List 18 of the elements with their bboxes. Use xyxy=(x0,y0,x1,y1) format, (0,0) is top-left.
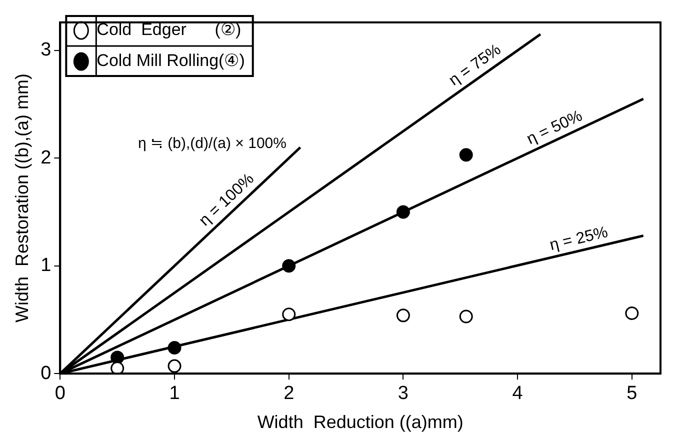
annotation: η = 25% xyxy=(548,224,610,254)
annotation: η = 75% xyxy=(446,41,504,90)
x-tick-label: 3 xyxy=(398,383,409,404)
y-axis-title: Width Restoration ((b),(a) mm) xyxy=(12,73,32,323)
x-tick-label: 5 xyxy=(626,383,638,404)
y-tick-label: 1 xyxy=(40,255,52,276)
y-tick-label: 2 xyxy=(40,147,52,168)
x-tick-label: 1 xyxy=(169,383,180,404)
legend-label: Cold Edger (②) xyxy=(96,20,242,40)
x-tick-label: 2 xyxy=(284,383,294,404)
legend-label: Cold Mill Rolling(④) xyxy=(96,51,245,70)
annotation: η ≒ (b),(d)/(a) × 100% xyxy=(138,135,286,152)
y-tick-label: 0 xyxy=(40,362,52,384)
y-tick-label: 3 xyxy=(40,40,52,61)
annotation: η = 50% xyxy=(524,108,586,148)
x-axis-title: Width Reduction ((a)mm) xyxy=(257,412,464,432)
x-tick-label: 0 xyxy=(54,383,66,404)
x-tick-label: 4 xyxy=(512,383,524,404)
